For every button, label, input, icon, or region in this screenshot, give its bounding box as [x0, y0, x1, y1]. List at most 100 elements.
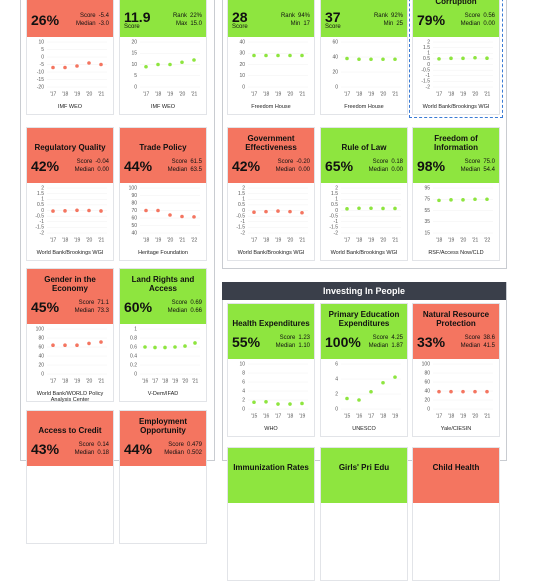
stat-value: 38.6 — [483, 335, 495, 341]
x-tick-label: '18 — [356, 237, 363, 243]
y-tick-label: 4 — [242, 388, 245, 394]
stat-label: Median — [275, 167, 296, 173]
stat-label: Median — [460, 167, 481, 173]
card-title: Natural Resource Protection — [417, 304, 495, 328]
y-tick-label: 100 — [422, 361, 431, 367]
y-tick-label: 5 — [41, 47, 44, 53]
y-tick-label: 0 — [427, 406, 430, 412]
y-tick-label: 0 — [134, 371, 137, 377]
card-title-text: Natural Resource Protection — [422, 310, 490, 328]
y-tick-label: -1 — [426, 73, 431, 79]
data-point — [264, 209, 268, 214]
score-row: 79% Score 0.56 Median 0.00 — [417, 6, 495, 34]
y-tick-label: -0.5 — [421, 67, 430, 73]
card: Gender in the Economy 45% Score 71.1 Median 7… — [26, 268, 114, 403]
x-tick-label: '18 — [162, 378, 169, 384]
data-point — [357, 398, 361, 402]
data-point — [288, 209, 292, 214]
stat-value: 0.18 — [97, 450, 109, 456]
y-tick-label: -2 — [334, 230, 339, 236]
stat: Score -5.4 — [76, 12, 109, 20]
y-tick-label: 100 — [129, 185, 138, 191]
y-tick-label: -0.5 — [236, 213, 245, 219]
stat: Median 54.4 — [461, 166, 495, 174]
x-tick-label: '20 — [86, 237, 93, 243]
stat: Rank 92% — [374, 12, 403, 20]
score: 65% — [325, 158, 354, 174]
stat: Median 0.502 — [164, 449, 202, 457]
x-tick-label: '18 — [62, 91, 69, 97]
y-tick-label: 0.5 — [331, 202, 338, 208]
stats: Rank 92% Min 25 — [374, 12, 403, 28]
y-tick-label: 40 — [332, 54, 338, 60]
x-tick-label: '21 — [392, 237, 399, 243]
score-block: 60% — [124, 300, 152, 314]
y-tick-label: 1.5 — [37, 191, 44, 197]
x-tick-label: '17 — [152, 378, 159, 384]
score-block: 28 Score — [232, 10, 248, 30]
y-tick-label: 2 — [242, 185, 245, 191]
data-point — [473, 389, 477, 394]
score: 98% — [417, 158, 446, 174]
card-title: Corruption — [417, 0, 495, 6]
score-row: 42% Score -0.20 Median 0.00 — [232, 152, 310, 180]
card-header: 11.9 Score Rank 22% Max 15.0 — [120, 0, 206, 37]
x-tick-label: '21 — [299, 91, 306, 97]
y-tick-label: -10 — [37, 69, 44, 75]
x-tick-label: '17 — [275, 413, 282, 419]
y-tick-label: -2 — [241, 230, 246, 236]
card-title-text: Girls' Pri Edu — [338, 463, 390, 472]
card: Rule of Law 65% Score 0.18 Median 0.00 2 1.5 1 0.… — [320, 127, 408, 261]
stat: Median 0.00 — [75, 166, 109, 174]
y-tick-label: 2 — [242, 397, 245, 403]
card: Child Health — [412, 447, 500, 581]
card-header: Access to Credit 43% Score 0.14 Median 0.18 — [27, 411, 113, 466]
card-header: Corruption 79% Score 0.56 Median 0.00 — [413, 0, 499, 37]
data-point — [485, 197, 489, 202]
card-title-text: Gender in the Economy — [44, 275, 96, 293]
y-tick-label: -0.5 — [329, 213, 338, 219]
data-point — [461, 56, 465, 61]
card: 11.9 Score Rank 22% Max 15.0 20 15 10 5 0 '17 '18 '19… — [119, 0, 207, 115]
x-tick-label: '15 — [344, 413, 351, 419]
stat: Min 25 — [374, 20, 403, 28]
y-tick-label: 1 — [335, 197, 338, 203]
data-point — [193, 341, 197, 345]
x-tick-label: '19 — [460, 91, 467, 97]
stat: Score 0.69 — [168, 299, 202, 307]
stat-value: -0.20 — [296, 159, 310, 165]
score: 42% — [31, 158, 60, 174]
score-caption: Score — [232, 24, 248, 30]
mini-chart: 95 75 55 35 15 '18 '19 '20 '21 '22 — [424, 185, 493, 243]
data-point — [144, 64, 148, 69]
score-block: 42% — [31, 159, 59, 173]
mini-chart: 21.510.50-0.5-1-1.5-2 '17 '18 '19 '20 '21 — [329, 185, 401, 243]
card: 37 Score Rank 92% Min 25 60 40 20 0'17'18'19'20'2… — [320, 0, 408, 115]
source: UNESCO — [352, 426, 376, 432]
x-tick-label: '16 — [263, 413, 270, 419]
score-row: 44% Score 0.479 Median 0.502 — [124, 435, 202, 463]
stat-label: Score — [372, 159, 389, 165]
stat-value: -5.4 — [98, 13, 109, 19]
data-point — [276, 209, 280, 213]
y-tick-label: 75 — [424, 197, 430, 203]
score-row: 42% Score -0.04 Median 0.00 — [31, 152, 109, 180]
stat-label: Score — [79, 13, 96, 19]
stat-label: Median — [74, 450, 95, 456]
y-tick-label: 80 — [131, 200, 137, 206]
stat-label: Rank — [172, 13, 187, 19]
stat-value: 94% — [297, 13, 310, 19]
x-tick-label: '20 — [179, 91, 186, 97]
score-block: 43% — [31, 442, 59, 456]
data-point — [180, 214, 184, 219]
card-title-text: Primary Education Expenditures — [328, 310, 400, 328]
y-tick-label: 0 — [335, 208, 338, 214]
card: Trade Policy 44% Score 61.5 Median 63.5 100 90 8… — [119, 127, 207, 261]
y-tick-label: 0 — [242, 84, 245, 90]
y-tick-label: -1.5 — [329, 225, 338, 231]
y-tick-label: 60 — [332, 39, 338, 45]
x-tick-label: '20 — [167, 237, 174, 243]
stat-label: Median — [167, 167, 188, 173]
y-tick-label: -1 — [241, 219, 246, 225]
score: 55% — [232, 334, 261, 350]
